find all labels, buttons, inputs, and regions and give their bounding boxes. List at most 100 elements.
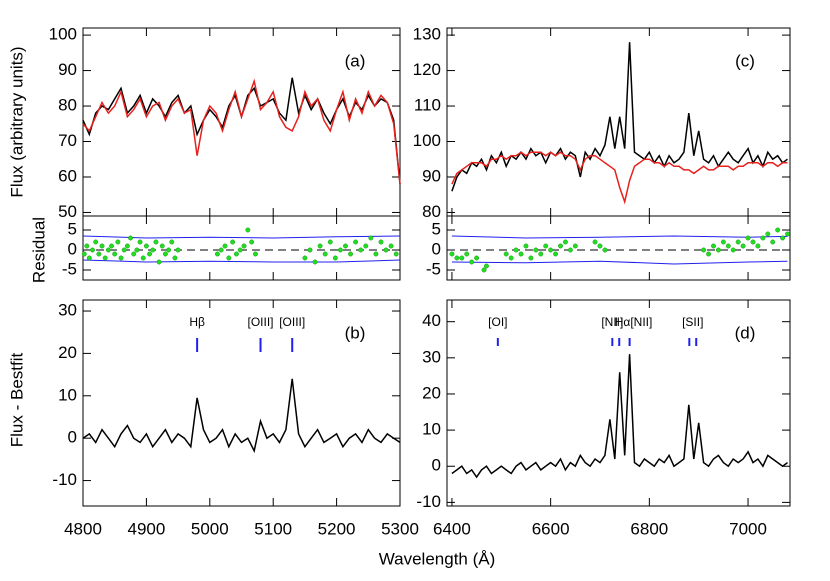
residual-point xyxy=(388,243,394,249)
residual-point xyxy=(775,227,781,233)
y-tick-label: -10 xyxy=(416,492,441,511)
panel-label: (c) xyxy=(735,51,755,70)
y-tick-label: 50 xyxy=(58,202,77,221)
residual-point xyxy=(332,255,338,261)
x-tick-label: 6800 xyxy=(630,519,668,538)
residual-point xyxy=(765,231,771,237)
residual-point xyxy=(214,251,220,257)
y-tick-label: 80 xyxy=(58,96,77,115)
residual-point xyxy=(348,251,353,257)
residual-point xyxy=(159,243,165,249)
error-line xyxy=(451,260,788,265)
line-label: [SII] xyxy=(682,315,703,329)
residual-point xyxy=(715,247,721,253)
residual-point xyxy=(711,243,716,249)
y-tick-label: 90 xyxy=(422,166,441,185)
spectrum-line xyxy=(82,378,401,454)
plot-frame xyxy=(82,215,401,281)
y-tick-label: -5 xyxy=(62,259,77,278)
spectrum-line xyxy=(451,354,788,479)
x-tick-label: 6600 xyxy=(532,519,570,538)
residual-point xyxy=(459,255,465,261)
x-tick-label: 5100 xyxy=(254,519,292,538)
error-line xyxy=(451,235,788,239)
residual-point xyxy=(383,247,389,253)
residual-point xyxy=(745,235,751,241)
residual-point xyxy=(322,251,328,257)
residual-point xyxy=(481,267,487,273)
y-tick-label: 0 xyxy=(68,428,77,447)
x-tick-label: 6400 xyxy=(433,519,471,538)
residual-point xyxy=(735,239,741,245)
line-label: [OI] xyxy=(488,315,507,329)
y-tick-label: 10 xyxy=(422,420,441,439)
residual-point xyxy=(780,235,786,241)
residual-point xyxy=(358,247,364,253)
residual-point xyxy=(153,239,159,245)
residual-point xyxy=(770,239,776,245)
panel-label: (d) xyxy=(735,323,756,342)
plot-frame xyxy=(446,299,791,507)
residual-point xyxy=(93,239,99,245)
y-axis-label: Residual xyxy=(29,217,48,283)
residual-point xyxy=(218,247,224,253)
residual-point xyxy=(760,235,766,241)
residual-point xyxy=(150,247,156,253)
residual-point xyxy=(720,239,726,245)
residual-point xyxy=(317,243,323,249)
residual-point xyxy=(109,243,114,249)
y-tick-label: 100 xyxy=(49,25,77,44)
residual-point xyxy=(706,251,712,257)
residual-point xyxy=(353,239,359,245)
y-tick-label: 5 xyxy=(68,219,77,238)
residual-point xyxy=(121,247,127,253)
residual-point xyxy=(162,251,168,257)
panel-label: (a) xyxy=(345,51,366,70)
line-label: Hβ xyxy=(189,315,205,329)
residual-point xyxy=(124,243,130,249)
y-axis-label: Flux - Bestfit xyxy=(7,352,26,447)
residual-point xyxy=(81,251,87,257)
error-line xyxy=(82,235,401,239)
residual-point xyxy=(86,255,92,261)
residual-point xyxy=(785,231,790,237)
residual-point xyxy=(503,251,509,257)
x-tick-label: 7000 xyxy=(729,519,767,538)
spectrum-line xyxy=(451,42,788,192)
residual-point xyxy=(343,243,348,249)
residual-point xyxy=(548,247,554,253)
residual-point xyxy=(90,247,95,253)
y-tick-label: 0 xyxy=(432,456,441,475)
x-tick-label: 4900 xyxy=(127,519,165,538)
y-tick-label: 70 xyxy=(58,131,77,150)
spectrum-line xyxy=(82,78,401,185)
residual-point xyxy=(134,247,140,253)
y-tick-label: 130 xyxy=(413,25,441,44)
residual-point xyxy=(592,239,598,245)
residual-point xyxy=(558,243,563,249)
residual-point xyxy=(701,247,707,253)
spectrum-line xyxy=(82,77,401,185)
residual-point xyxy=(373,251,379,257)
residual-point xyxy=(112,251,118,257)
residual-point xyxy=(226,255,232,261)
y-tick-label: 20 xyxy=(58,343,77,362)
y-tick-label: 60 xyxy=(58,166,77,185)
residual-point xyxy=(84,243,90,249)
residual-point xyxy=(245,227,251,233)
residual-point xyxy=(252,251,258,257)
line-label: [NII] xyxy=(601,315,623,329)
residual-point xyxy=(533,247,539,253)
x-tick-label: 5300 xyxy=(381,519,419,538)
y-tick-label: 0 xyxy=(68,239,77,258)
residual-point xyxy=(725,243,731,249)
residual-point xyxy=(99,243,105,249)
y-tick-label: 40 xyxy=(422,311,441,330)
residual-point xyxy=(454,255,460,261)
residual-point xyxy=(307,247,313,253)
residual-point xyxy=(449,251,455,257)
residual-point xyxy=(140,255,146,261)
residual-point xyxy=(474,255,480,261)
y-tick-label: 100 xyxy=(413,131,441,150)
residual-point xyxy=(523,243,529,249)
